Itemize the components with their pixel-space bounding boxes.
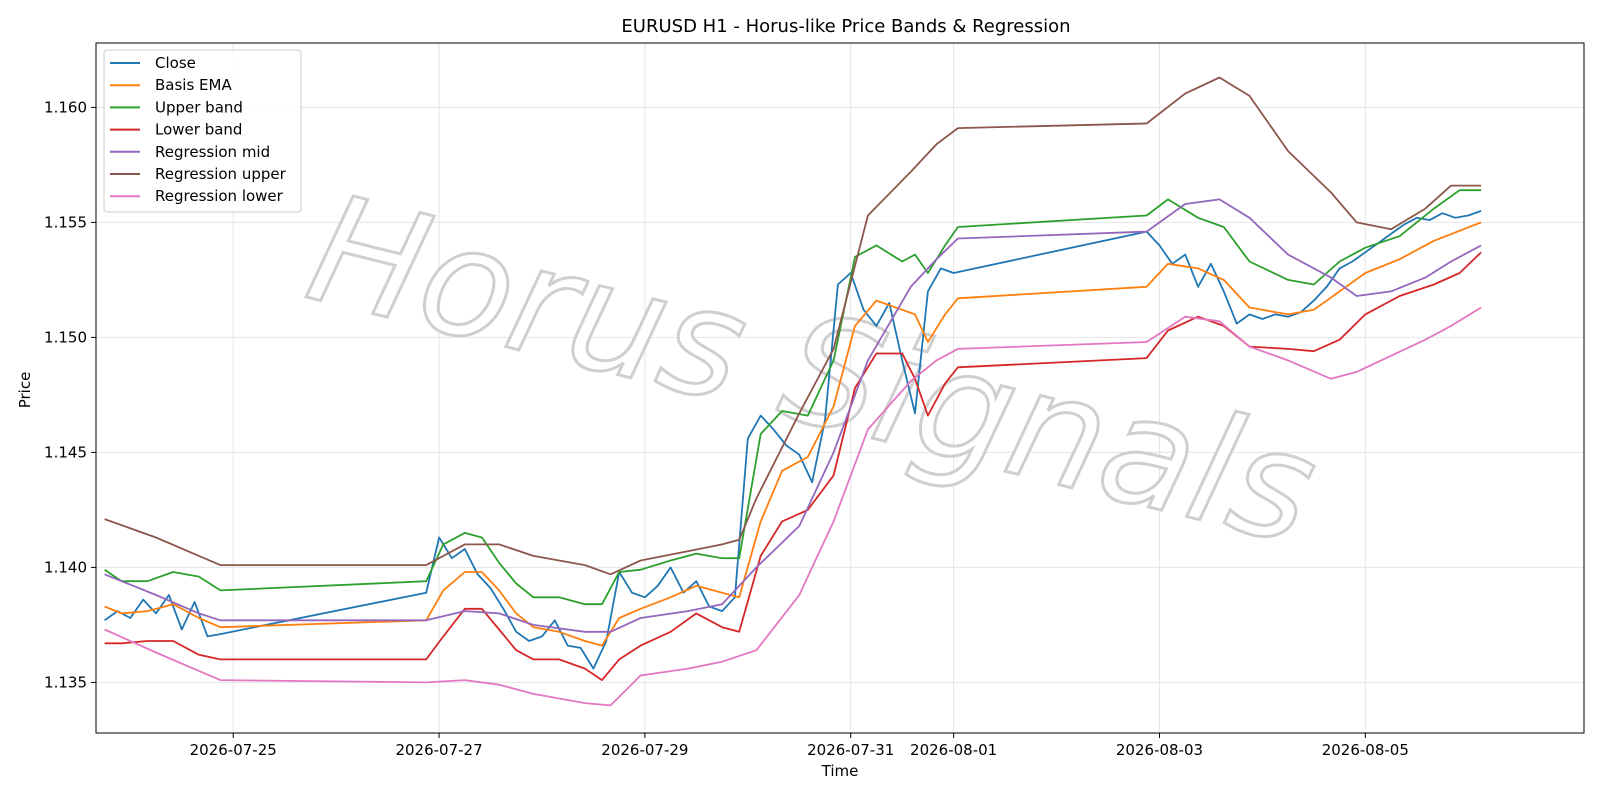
legend-label-basis-ema: Basis EMA [155,76,232,94]
x-tick-label: 2026-07-29 [601,741,688,759]
series-line-regression-lower [104,306,1482,707]
legend-box [103,49,302,213]
y-tick-label: 1.135 [44,673,87,691]
legend-label-close: Close [155,54,196,72]
x-tick-label: 2026-07-25 [190,741,277,759]
series-line-close [104,210,1482,670]
y-tick-label: 1.140 [44,558,87,576]
y-tick-label: 1.155 [44,213,87,231]
legend-label-regression-lower: Regression lower [155,187,284,205]
x-axis-label: Time [821,762,859,780]
y-tick-label: 1.145 [44,443,87,461]
series-line-regression-upper [104,76,1482,576]
legend-label-regression-mid: Regression mid [155,143,270,161]
x-tick-label: 2026-08-03 [1116,741,1203,759]
series-lines [104,76,1482,707]
y-axis-label: Price [16,372,34,409]
series-line-lower-band [104,251,1482,681]
series-line-regression-mid [104,198,1482,633]
legend-label-upper-band: Upper band [155,98,243,116]
x-tick-label: 2026-07-27 [395,741,482,759]
y-axis-ticks: 1.135 1.140 1.145 1.150 1.155 1.160 [44,98,96,691]
x-tick-label: 2026-08-01 [910,741,997,759]
series-line-basis-ema [104,221,1482,647]
plot-area-frame [95,42,1585,734]
x-tick-label: 2026-07-31 [807,741,894,759]
legend-label-lower-band: Lower band [155,121,242,139]
legend-label-regression-upper: Regression upper [155,165,287,183]
y-tick-label: 1.160 [44,98,87,116]
y-tick-label: 1.150 [44,328,87,346]
x-axis-ticks: 2026-07-25 2026-07-27 2026-07-29 2026-07-31… [190,733,1409,759]
series-line-upper-band [104,189,1482,606]
x-tick-label: 2026-08-05 [1322,741,1409,759]
chart-title: EURUSD H1 - Horus-like Price Bands & Reg… [621,16,1070,37]
legend: Close Basis EMA Upper band Lower band Regres… [103,49,302,213]
